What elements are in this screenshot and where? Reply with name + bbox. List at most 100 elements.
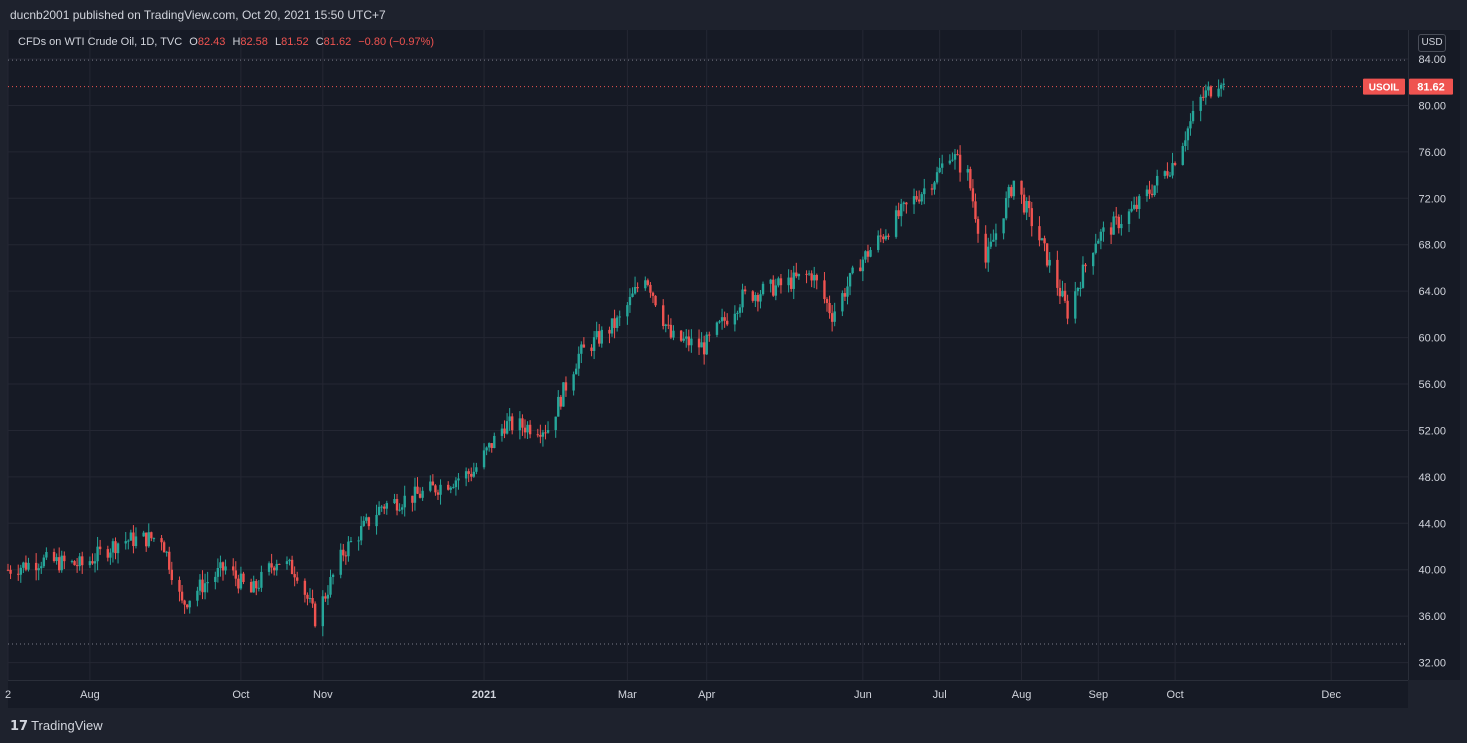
- candle-body: [1028, 201, 1031, 209]
- tradingview-logo[interactable]: 𝟭𝟳 TradingView: [10, 718, 103, 734]
- candle-body: [383, 506, 386, 509]
- candle-body: [357, 540, 360, 542]
- candle-body: [180, 591, 184, 601]
- candle-body: [503, 428, 506, 434]
- candle-body: [933, 182, 936, 190]
- currency-button[interactable]: USD: [1418, 34, 1446, 52]
- candle-body: [917, 199, 921, 202]
- candle-body: [1102, 227, 1105, 232]
- candle-body: [810, 273, 813, 281]
- candle-body: [654, 295, 657, 306]
- candle-body: [733, 313, 737, 325]
- candle-body: [342, 549, 345, 556]
- candle-body: [718, 321, 721, 323]
- candle-body: [1171, 163, 1174, 176]
- time-tick-label: Aug: [80, 689, 100, 701]
- time-tick-label: Apr: [698, 689, 715, 701]
- candle-body: [198, 579, 202, 591]
- candle-body: [1099, 231, 1103, 241]
- candle-body: [1204, 90, 1208, 98]
- candle-body: [723, 317, 726, 321]
- price-tick-label: 80.00: [1418, 100, 1446, 112]
- candle-body: [1097, 240, 1100, 244]
- publisher-text: ducnb2001 published on TradingView.com, …: [10, 8, 386, 22]
- candle-body: [1004, 198, 1008, 219]
- candle-body: [270, 563, 273, 568]
- candle-body: [221, 562, 225, 571]
- candle-body: [1145, 189, 1149, 197]
- candle-body: [109, 552, 112, 558]
- time-tick-label: Aug: [1012, 689, 1032, 701]
- candle-body: [467, 471, 470, 474]
- candle-body: [252, 581, 255, 593]
- candle-body: [362, 520, 365, 526]
- candle-body: [91, 561, 94, 564]
- candle-body: [81, 556, 84, 566]
- candle-body: [1173, 163, 1177, 165]
- candle-body: [705, 334, 708, 355]
- candle-body: [1020, 180, 1023, 195]
- candle-body: [98, 546, 102, 550]
- candle-body: [1063, 290, 1067, 301]
- candle-body: [562, 382, 565, 407]
- candle-body: [541, 432, 545, 437]
- candle-body: [505, 421, 509, 434]
- candle-body: [1168, 175, 1172, 177]
- candle-body: [52, 552, 56, 562]
- candle-body: [546, 430, 550, 433]
- candle-body: [185, 604, 189, 608]
- candle-body: [1219, 84, 1223, 89]
- candle-body: [662, 305, 665, 326]
- candle-body: [577, 353, 580, 369]
- candle-body: [147, 532, 150, 547]
- candle-body: [145, 532, 148, 547]
- candle-body: [1217, 88, 1220, 97]
- open-label: O: [189, 36, 198, 48]
- candle-body: [303, 580, 307, 595]
- candle-body: [807, 273, 811, 275]
- candle-body: [45, 552, 48, 558]
- candle-body: [344, 555, 348, 557]
- candle-body: [237, 578, 240, 589]
- candle-body: [1030, 208, 1033, 227]
- candle-body: [201, 579, 204, 593]
- candle-body: [1061, 290, 1064, 297]
- time-tick-label: Jun: [854, 689, 872, 701]
- candle-body: [293, 574, 296, 578]
- candle-body: [743, 289, 747, 292]
- candle-body: [439, 484, 442, 495]
- price-axis[interactable]: [1408, 30, 1460, 680]
- candle-body: [1056, 259, 1059, 288]
- candle-body: [848, 273, 852, 287]
- candle-body: [582, 344, 586, 348]
- candle-body: [672, 330, 675, 338]
- time-tick-label: 2: [5, 689, 11, 701]
- candle-body: [17, 573, 20, 575]
- candle-body: [1155, 175, 1159, 186]
- candle-body: [1130, 208, 1133, 212]
- candle-body: [615, 317, 619, 328]
- candle-body: [214, 576, 217, 582]
- candle-body: [777, 278, 780, 286]
- candle-body: [1002, 218, 1005, 234]
- candle-body: [574, 368, 578, 375]
- candle-body: [37, 568, 40, 571]
- candle-body: [449, 487, 452, 490]
- candle-body: [306, 594, 309, 599]
- price-tick-label: 36.00: [1418, 611, 1446, 623]
- candle-body: [63, 555, 66, 562]
- time-tick-label: 2021: [472, 689, 496, 701]
- candle-body: [129, 532, 133, 541]
- candle-body: [1209, 86, 1213, 97]
- candle-body: [88, 561, 92, 566]
- candle-body: [894, 210, 898, 237]
- candle-body: [457, 478, 460, 481]
- time-tick-label: Dec: [1321, 689, 1341, 701]
- candle-body: [188, 600, 191, 608]
- candle-body: [152, 538, 156, 540]
- time-axis[interactable]: [8, 680, 1408, 709]
- candle-body: [1040, 238, 1044, 241]
- candle-body: [557, 396, 560, 417]
- candle-body: [170, 569, 174, 581]
